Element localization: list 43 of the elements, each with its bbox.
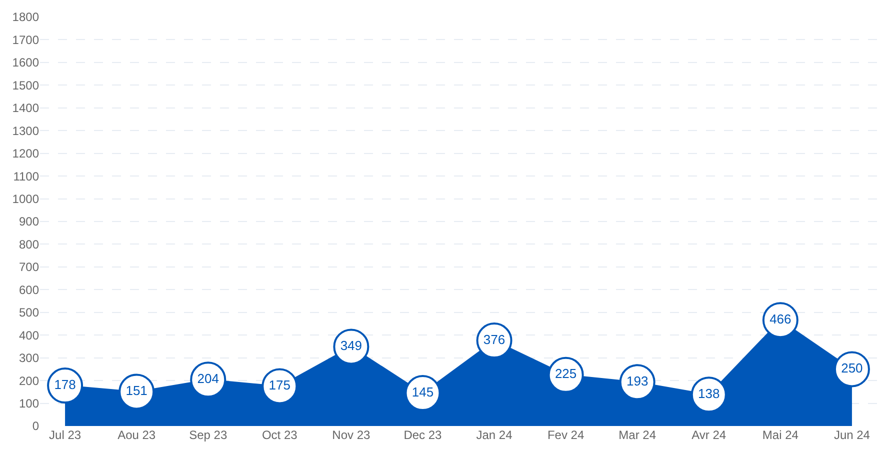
y-tick-label: 500 bbox=[18, 306, 40, 320]
y-tick-label: 1500 bbox=[12, 78, 40, 92]
y-tick-label: 1300 bbox=[12, 124, 40, 138]
y-tick-label: 1700 bbox=[12, 32, 40, 47]
x-tick-label: Oct 23 bbox=[262, 428, 298, 442]
data-label: 376 bbox=[483, 332, 506, 347]
y-tick-label: 300 bbox=[18, 351, 40, 366]
y-tick-label: 200 bbox=[18, 374, 40, 388]
data-label: 204 bbox=[197, 370, 219, 386]
x-tick-label: Sep 23 bbox=[189, 428, 228, 442]
x-tick-label: Nov 23 bbox=[332, 428, 371, 442]
x-tick-label: Fev 24 bbox=[547, 428, 584, 442]
data-label: 178 bbox=[54, 376, 76, 392]
y-tick-label: 1100 bbox=[13, 169, 40, 184]
data-label: 225 bbox=[554, 366, 577, 382]
data-label: 349 bbox=[340, 338, 362, 353]
y-tick-label: 1400 bbox=[12, 101, 40, 116]
x-tick-label: Mai 24 bbox=[762, 428, 799, 442]
x-tick-label: Dec 23 bbox=[404, 428, 442, 442]
y-tick-label: 700 bbox=[18, 260, 40, 274]
x-tick-label: Jun 24 bbox=[834, 428, 870, 442]
x-tick-label: Aou 23 bbox=[118, 428, 156, 442]
data-label: 151 bbox=[126, 382, 148, 398]
x-tick-label: Jan 24 bbox=[476, 428, 513, 442]
y-tick-label: 900 bbox=[18, 214, 40, 229]
data-label: 250 bbox=[841, 360, 863, 376]
data-label: 175 bbox=[268, 377, 290, 392]
data-label: 193 bbox=[626, 373, 648, 388]
y-tick-label: 100 bbox=[18, 396, 40, 410]
y-tick-label: 400 bbox=[18, 328, 40, 342]
x-tick-label: Jul 23 bbox=[49, 428, 82, 442]
y-tick-label: 600 bbox=[18, 282, 40, 297]
data-label: 466 bbox=[770, 311, 792, 326]
y-tick-label: 1200 bbox=[12, 146, 40, 161]
y-tick-label: 1000 bbox=[12, 192, 40, 206]
y-tick-label: 1800 bbox=[12, 10, 40, 24]
data-label: 145 bbox=[412, 384, 434, 400]
x-tick-label: Avr 24 bbox=[692, 428, 726, 442]
y-tick-label: 0 bbox=[32, 419, 40, 434]
y-tick-label: 800 bbox=[18, 237, 40, 252]
y-tick-label: 1600 bbox=[12, 56, 40, 70]
data-label: 138 bbox=[698, 386, 720, 401]
x-tick-label: Mar 24 bbox=[618, 428, 656, 442]
